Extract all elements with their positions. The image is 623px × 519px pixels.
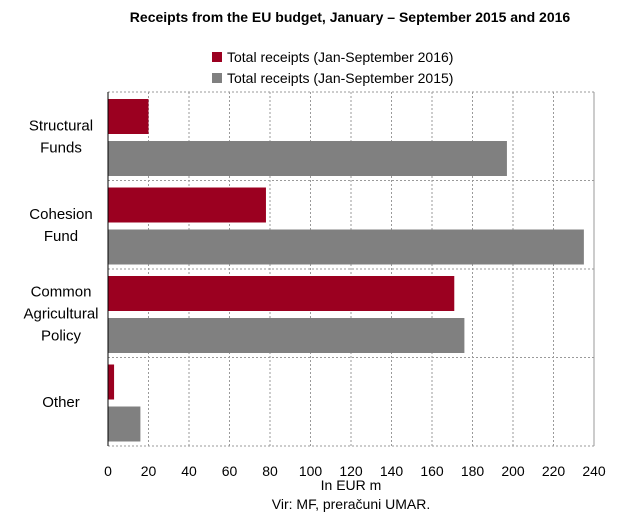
category-label: Policy <box>41 327 82 344</box>
chart-title: Receipts from the EU budget, January – S… <box>129 9 571 25</box>
category-label: Fund <box>44 228 78 245</box>
x-tick-label: 40 <box>181 463 197 479</box>
legend-item-2015: Total receipts (Jan-September 2015) <box>212 67 453 88</box>
source-note: Vir: MF, preračuni UMAR. <box>271 496 431 512</box>
x-tick-label: 0 <box>104 463 112 479</box>
bar-2015 <box>108 318 465 353</box>
x-tick-label: 220 <box>542 463 566 479</box>
bar-2016 <box>108 276 455 311</box>
legend-swatch-2015 <box>212 72 222 83</box>
category-label: Other <box>42 394 80 411</box>
x-tick-label: 180 <box>461 463 485 479</box>
x-tick-label: 240 <box>582 463 606 479</box>
x-axis-label: In EUR m <box>320 477 382 493</box>
legend-swatch-2016 <box>212 51 222 62</box>
x-tick-label: 120 <box>339 463 363 479</box>
x-tick-label: 60 <box>222 463 238 479</box>
bar-2016 <box>108 187 266 223</box>
x-tick-label: 160 <box>420 463 444 479</box>
category-label: Structural <box>29 117 93 134</box>
category-label: Funds <box>40 139 82 156</box>
bar-2015 <box>108 229 584 265</box>
category-label: Common <box>31 283 92 300</box>
legend: Total receipts (Jan-September 2016) Tota… <box>212 46 453 88</box>
category-label: Agricultural <box>23 305 98 322</box>
x-tick-label: 200 <box>501 463 525 479</box>
x-tick-label: 140 <box>380 463 404 479</box>
x-tick-label: 20 <box>141 463 157 479</box>
legend-label-2016: Total receipts (Jan-September 2016) <box>227 48 454 65</box>
x-tick-label: 80 <box>262 463 278 479</box>
bar-2016 <box>108 99 149 134</box>
bar-2015 <box>108 406 141 442</box>
category-label: Cohesion <box>29 206 92 223</box>
bar-2016 <box>108 364 115 400</box>
bar-2015 <box>108 141 507 176</box>
x-tick-label: 100 <box>299 463 323 479</box>
legend-label-2015: Total receipts (Jan-September 2015) <box>227 69 454 86</box>
legend-item-2016: Total receipts (Jan-September 2016) <box>212 46 453 67</box>
